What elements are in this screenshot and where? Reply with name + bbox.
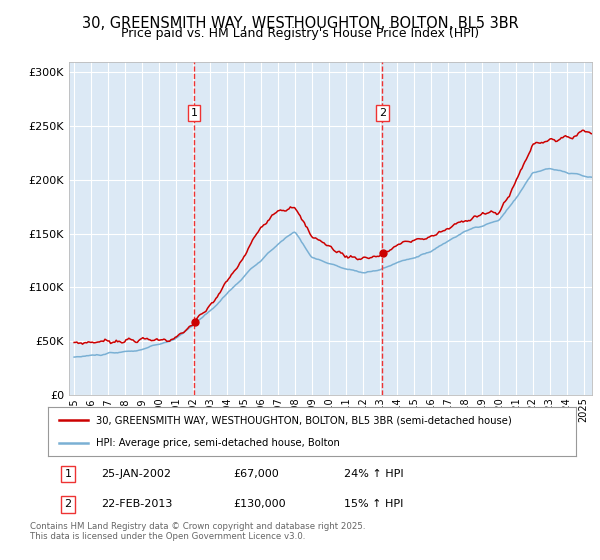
Text: 30, GREENSMITH WAY, WESTHOUGHTON, BOLTON, BL5 3BR (semi-detached house): 30, GREENSMITH WAY, WESTHOUGHTON, BOLTON… bbox=[95, 416, 511, 426]
Text: £67,000: £67,000 bbox=[233, 469, 278, 479]
Text: £130,000: £130,000 bbox=[233, 500, 286, 510]
Text: Contains HM Land Registry data © Crown copyright and database right 2025.
This d: Contains HM Land Registry data © Crown c… bbox=[30, 522, 365, 542]
Text: 1: 1 bbox=[191, 108, 197, 118]
Text: Price paid vs. HM Land Registry's House Price Index (HPI): Price paid vs. HM Land Registry's House … bbox=[121, 27, 479, 40]
Text: 25-JAN-2002: 25-JAN-2002 bbox=[101, 469, 171, 479]
Text: 1: 1 bbox=[65, 469, 71, 479]
Text: HPI: Average price, semi-detached house, Bolton: HPI: Average price, semi-detached house,… bbox=[95, 438, 340, 448]
Text: 30, GREENSMITH WAY, WESTHOUGHTON, BOLTON, BL5 3BR: 30, GREENSMITH WAY, WESTHOUGHTON, BOLTON… bbox=[82, 16, 518, 31]
Text: 24% ↑ HPI: 24% ↑ HPI bbox=[344, 469, 403, 479]
Text: 2: 2 bbox=[379, 108, 386, 118]
Text: 15% ↑ HPI: 15% ↑ HPI bbox=[344, 500, 403, 510]
Text: 2: 2 bbox=[65, 500, 71, 510]
Text: 22-FEB-2013: 22-FEB-2013 bbox=[101, 500, 172, 510]
